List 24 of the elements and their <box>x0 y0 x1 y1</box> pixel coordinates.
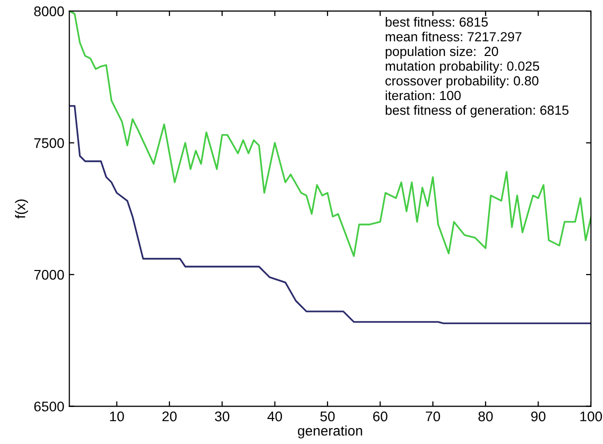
x-tick-label: 100 <box>580 411 602 422</box>
x-axis-title: generation <box>298 425 362 438</box>
annotation: iteration: 100 <box>386 90 461 100</box>
y-tick-label: 6500 <box>34 402 64 412</box>
annotation: crossover probability: 0.80 <box>385 76 538 88</box>
x-tick-label: 60 <box>373 411 388 422</box>
annotation: population size: 20 <box>386 46 498 59</box>
x-tick-label: 80 <box>478 411 493 422</box>
annotation: best fitness: 6815 <box>386 17 488 27</box>
x-tick-label: 70 <box>426 411 440 422</box>
annotation: best fitness of generation: 6815 <box>386 105 568 118</box>
x-tick-label: 90 <box>531 411 546 422</box>
x-tick-label: 10 <box>110 411 124 422</box>
line-series <box>69 105 591 324</box>
y-tick-label: 7500 <box>34 138 64 148</box>
y-axis-title: f(x) <box>15 200 28 219</box>
x-tick-label: 30 <box>214 411 230 422</box>
x-tick-label: 20 <box>162 411 177 422</box>
annotation: mutation probability: 0.025 <box>386 61 540 74</box>
y-tick-label: 7000 <box>34 270 64 280</box>
annotation: mean fitness: 7217.297 <box>386 32 522 42</box>
y-tick-label: 8000 <box>34 6 64 16</box>
x-tick-label: 50 <box>320 411 335 422</box>
x-tick-label: 40 <box>267 411 282 422</box>
